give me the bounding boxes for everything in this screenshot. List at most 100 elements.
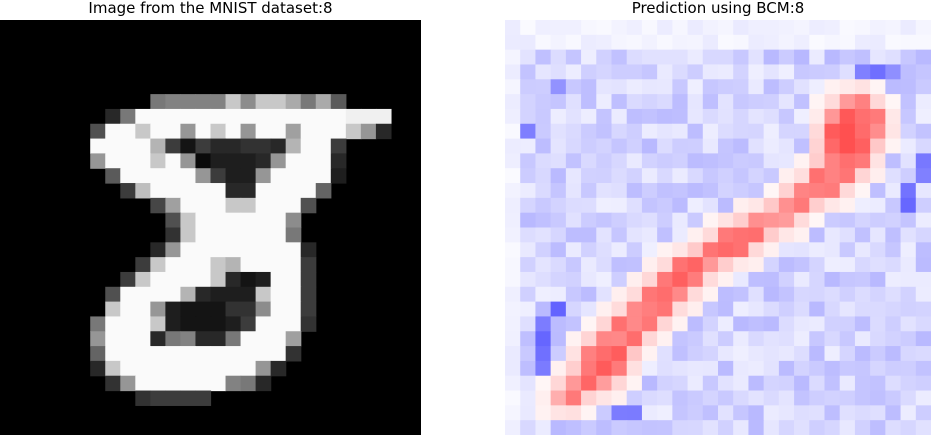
heatmap-cell bbox=[778, 286, 795, 303]
pixel bbox=[180, 360, 197, 377]
heatmap-cell bbox=[854, 346, 871, 362]
pixel bbox=[150, 346, 166, 362]
heatmap-cell bbox=[657, 331, 673, 347]
heatmap-cell bbox=[733, 153, 750, 169]
pixel bbox=[270, 123, 287, 140]
pixel bbox=[255, 108, 272, 125]
pixel bbox=[360, 123, 377, 140]
heatmap-cell bbox=[733, 34, 750, 51]
heatmap-cell bbox=[763, 64, 780, 80]
heatmap-cell bbox=[763, 375, 780, 392]
heatmap-cell bbox=[900, 79, 917, 95]
pixel bbox=[135, 183, 151, 199]
heatmap-cell bbox=[657, 49, 673, 66]
heatmap-cell bbox=[520, 168, 537, 184]
heatmap-cell bbox=[641, 301, 658, 318]
heatmap-cell bbox=[641, 420, 658, 435]
heatmap-cell bbox=[885, 331, 902, 347]
heatmap-cell bbox=[870, 257, 886, 273]
heatmap-cell bbox=[565, 20, 582, 36]
heatmap-cell bbox=[641, 168, 658, 184]
heatmap-cell bbox=[824, 153, 841, 169]
heatmap-cell bbox=[520, 123, 537, 140]
pixel bbox=[300, 242, 317, 258]
heatmap-cell bbox=[763, 390, 780, 406]
heatmap-cell bbox=[733, 242, 750, 258]
heatmap-cell bbox=[794, 227, 810, 243]
heatmap-cell bbox=[520, 20, 537, 36]
heatmap-cell bbox=[915, 301, 931, 318]
heatmap-cell bbox=[733, 64, 750, 80]
heatmap-cell bbox=[778, 183, 795, 199]
heatmap-cell bbox=[915, 212, 931, 229]
pixel bbox=[240, 123, 257, 140]
pixel bbox=[135, 271, 151, 288]
pixel bbox=[210, 183, 227, 199]
pixel bbox=[270, 108, 287, 125]
heatmap-cell bbox=[565, 79, 582, 95]
heatmap-cell bbox=[702, 123, 719, 140]
heatmap-cell bbox=[535, 64, 552, 80]
pixel bbox=[330, 153, 347, 169]
heatmap-cell bbox=[611, 64, 628, 80]
heatmap-cell bbox=[596, 405, 613, 421]
heatmap-cell bbox=[565, 271, 582, 288]
heatmap-cell bbox=[550, 390, 567, 406]
heatmap-cell bbox=[718, 138, 734, 154]
pixel bbox=[210, 331, 227, 347]
heatmap-cell bbox=[657, 242, 673, 258]
pixel bbox=[210, 316, 227, 332]
heatmap-cell bbox=[900, 390, 917, 406]
heatmap-cell bbox=[550, 331, 567, 347]
pixel bbox=[225, 286, 242, 303]
heatmap-cell bbox=[505, 346, 521, 362]
pixel bbox=[270, 138, 287, 154]
heatmap-cell bbox=[718, 183, 734, 199]
heatmap-cell bbox=[672, 108, 689, 125]
heatmap-cell bbox=[794, 286, 810, 303]
heatmap-cell bbox=[520, 34, 537, 51]
heatmap-cell bbox=[687, 123, 704, 140]
heatmap-cell bbox=[687, 64, 704, 80]
heatmap-cell bbox=[718, 420, 734, 435]
pixel bbox=[210, 168, 227, 184]
pixel bbox=[135, 108, 151, 125]
pixel bbox=[210, 375, 227, 392]
heatmap-cell bbox=[505, 108, 521, 125]
heatmap-cell bbox=[915, 197, 931, 214]
heatmap-cell bbox=[581, 20, 597, 36]
heatmap-cell bbox=[550, 153, 567, 169]
heatmap-cell bbox=[718, 64, 734, 80]
heatmap-cell bbox=[657, 316, 673, 332]
heatmap-cell bbox=[657, 271, 673, 288]
heatmap-cell bbox=[596, 420, 613, 435]
heatmap-cell bbox=[702, 331, 719, 347]
heatmap-cell bbox=[870, 123, 886, 140]
heatmap-cell bbox=[839, 286, 856, 303]
heatmap-cell bbox=[915, 20, 931, 36]
heatmap-cell bbox=[611, 34, 628, 51]
pixel bbox=[240, 94, 257, 110]
heatmap-cell bbox=[763, 331, 780, 347]
pixel bbox=[300, 153, 317, 169]
heatmap-cell bbox=[520, 64, 537, 80]
pixel bbox=[195, 301, 212, 318]
heatmap-cell bbox=[626, 360, 643, 377]
pixel bbox=[165, 108, 182, 125]
pixel bbox=[315, 94, 332, 110]
heatmap-cell bbox=[718, 346, 734, 362]
heatmap-cell bbox=[672, 168, 689, 184]
heatmap-cell bbox=[794, 64, 810, 80]
heatmap-cell bbox=[611, 271, 628, 288]
heatmap-cell bbox=[839, 94, 856, 110]
heatmap-cell bbox=[748, 242, 765, 258]
heatmap-cell bbox=[748, 331, 765, 347]
heatmap-cell bbox=[641, 316, 658, 332]
pixel bbox=[210, 153, 227, 169]
heatmap-cell bbox=[854, 286, 871, 303]
pixel bbox=[255, 153, 272, 169]
heatmap-cell bbox=[641, 212, 658, 229]
pixel bbox=[240, 301, 257, 318]
heatmap-cell bbox=[505, 64, 521, 80]
heatmap-cell bbox=[687, 286, 704, 303]
